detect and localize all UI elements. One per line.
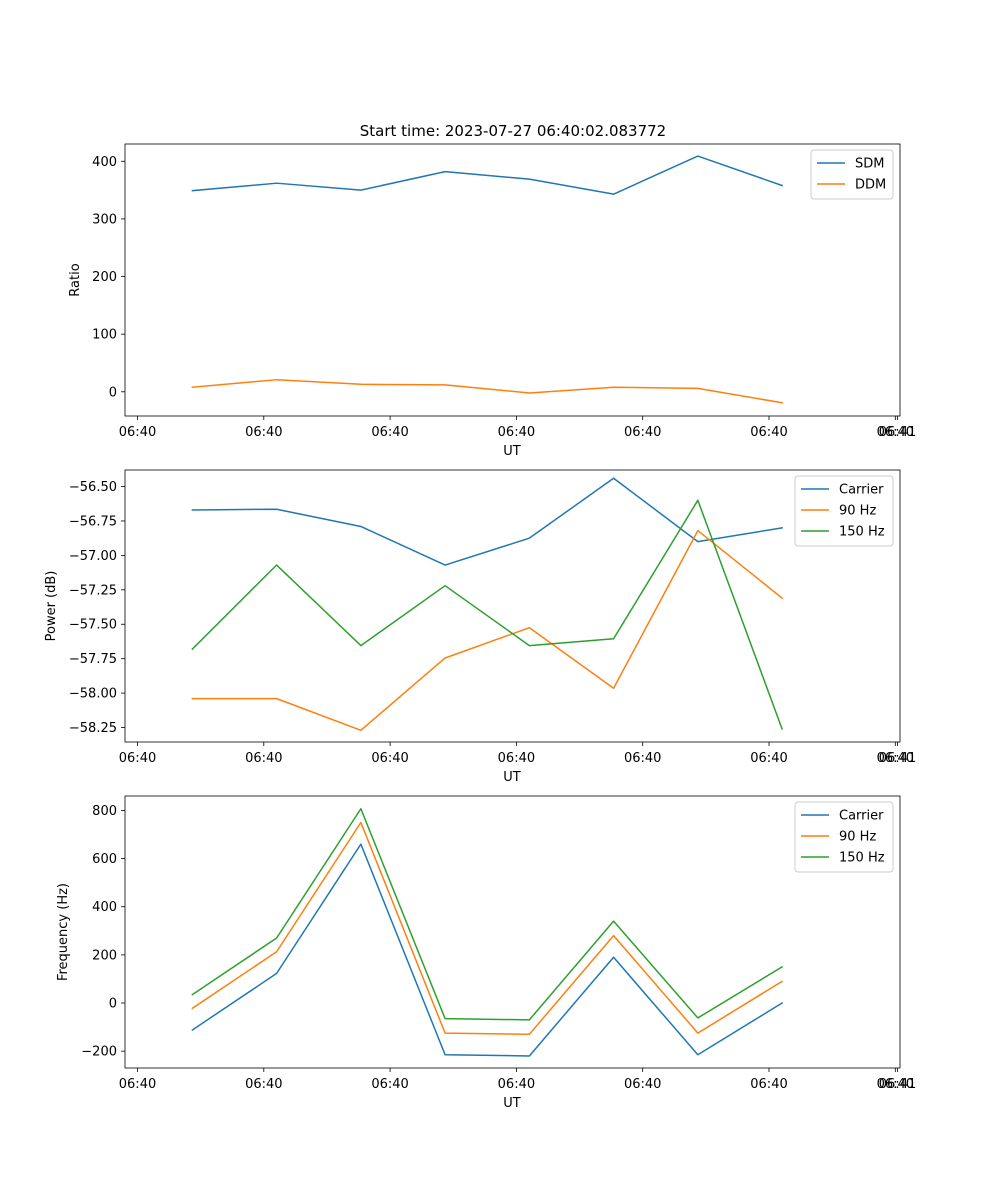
series-line-carrier bbox=[191, 477, 783, 566]
y-tick-label: −56.50 bbox=[69, 480, 117, 495]
legend-entry-label: 90 Hz bbox=[839, 830, 876, 845]
x-tick-label: 06:40 bbox=[624, 425, 661, 440]
x-tick-label: 06:40 bbox=[624, 1077, 661, 1092]
x-tick-label: 06:40 bbox=[498, 425, 535, 440]
series-line-carrier bbox=[191, 843, 784, 1057]
legend: Carrier 90 Hz 150 Hz bbox=[794, 801, 894, 873]
y-tick-label: 200 bbox=[92, 948, 117, 963]
subplot-3: 06:40 06:40 06:40 06:40 06:40 06:40 06:4006:41… bbox=[56, 795, 916, 1111]
x-tick-label: 06:40 bbox=[750, 751, 787, 766]
y-tick-label: −57.25 bbox=[69, 583, 117, 598]
series-line-90-hz bbox=[191, 821, 784, 1036]
subplot-1: 06:40 06:40 06:40 06:40 06:40 06:40 06:4006:41… bbox=[68, 143, 916, 459]
y-axis-label: Ratio bbox=[68, 263, 83, 296]
legend-entry-label: DDM bbox=[855, 178, 886, 193]
y-tick-label: 0 bbox=[109, 997, 117, 1012]
series-line-sdm bbox=[191, 155, 784, 195]
x-tick-label: 06:40 bbox=[245, 1077, 282, 1092]
x-tick-label: 06:41 bbox=[879, 1077, 916, 1092]
x-tick-label: 06:40 bbox=[371, 1077, 408, 1092]
x-axis-label: UT bbox=[503, 1096, 521, 1111]
x-tick-label: 06:40 bbox=[371, 751, 408, 766]
x-tick-label: 06:40 bbox=[498, 1077, 535, 1092]
y-axis-label: Power (dB) bbox=[44, 571, 59, 642]
x-tick-label: 06:41 bbox=[879, 425, 916, 440]
x-tick-label: 06:40 bbox=[750, 425, 787, 440]
x-tick-label: 06:40 bbox=[750, 1077, 787, 1092]
y-tick-label: −57.50 bbox=[69, 618, 117, 633]
x-tick-label: 06:40 bbox=[877, 751, 914, 766]
y-tick-label: 800 bbox=[92, 804, 117, 819]
x-axis-label: UT bbox=[503, 444, 521, 459]
legend-entry-label: 150 Hz bbox=[839, 851, 885, 866]
y-tick-label: 0 bbox=[109, 385, 117, 400]
series-line-150-hz bbox=[191, 499, 784, 730]
x-tick-label: 06:40 bbox=[371, 425, 408, 440]
legend-frame bbox=[794, 475, 894, 547]
y-tick-label: 400 bbox=[92, 900, 117, 915]
x-tick-label: 06:40 bbox=[119, 1077, 156, 1092]
y-tick-label: −58.00 bbox=[69, 687, 117, 702]
subplot-2: 06:40 06:40 06:40 06:40 06:40 06:40 06:4006:41… bbox=[44, 469, 916, 785]
y-tick-label: −57.00 bbox=[69, 549, 117, 564]
series-line-150-hz bbox=[191, 808, 784, 1021]
y-tick-label: 300 bbox=[92, 212, 117, 227]
series-line-ddm bbox=[191, 378, 783, 404]
x-tick-label: 06:40 bbox=[624, 751, 661, 766]
legend: SDM DDM bbox=[810, 149, 894, 200]
x-tick-label: 06:40 bbox=[119, 751, 156, 766]
legend-entry-label: Carrier bbox=[839, 809, 884, 824]
axes-frame bbox=[124, 143, 901, 417]
y-tick-label: 600 bbox=[92, 852, 117, 867]
x-tick-label: 06:40 bbox=[877, 1077, 914, 1092]
y-tick-label: 100 bbox=[92, 328, 117, 343]
legend-entry-label: Carrier bbox=[839, 483, 884, 498]
y-tick-label: 200 bbox=[92, 270, 117, 285]
figure-title: Start time: 2023-07-27 06:40:02.083772 bbox=[360, 122, 666, 140]
x-tick-label: 06:40 bbox=[498, 751, 535, 766]
x-axis-label: UT bbox=[503, 770, 521, 785]
legend-entry-label: 150 Hz bbox=[839, 525, 885, 540]
x-tick-label: 06:40 bbox=[245, 751, 282, 766]
legend-entry-label: SDM bbox=[855, 157, 884, 172]
legend: Carrier 90 Hz 150 Hz bbox=[794, 475, 894, 547]
y-tick-label: −58.25 bbox=[69, 721, 117, 736]
axes-frame bbox=[124, 795, 901, 1069]
x-tick-label: 06:40 bbox=[119, 425, 156, 440]
legend-entry-label: 90 Hz bbox=[839, 504, 876, 519]
series-line-90-hz bbox=[191, 529, 784, 732]
y-tick-label: −200 bbox=[81, 1045, 117, 1060]
x-tick-label: 06:40 bbox=[245, 425, 282, 440]
x-tick-label: 06:40 bbox=[877, 425, 914, 440]
subplots: 06:40 06:40 06:40 06:40 06:40 06:40 06:4006:41… bbox=[44, 143, 916, 1111]
axes-frame bbox=[124, 469, 901, 743]
legend-frame bbox=[794, 801, 894, 873]
y-tick-label: −56.75 bbox=[69, 514, 117, 529]
x-tick-label: 06:41 bbox=[879, 751, 916, 766]
y-tick-label: −57.75 bbox=[69, 652, 117, 667]
y-tick-label: 400 bbox=[92, 155, 117, 170]
y-axis-label: Frequency (Hz) bbox=[56, 883, 71, 981]
